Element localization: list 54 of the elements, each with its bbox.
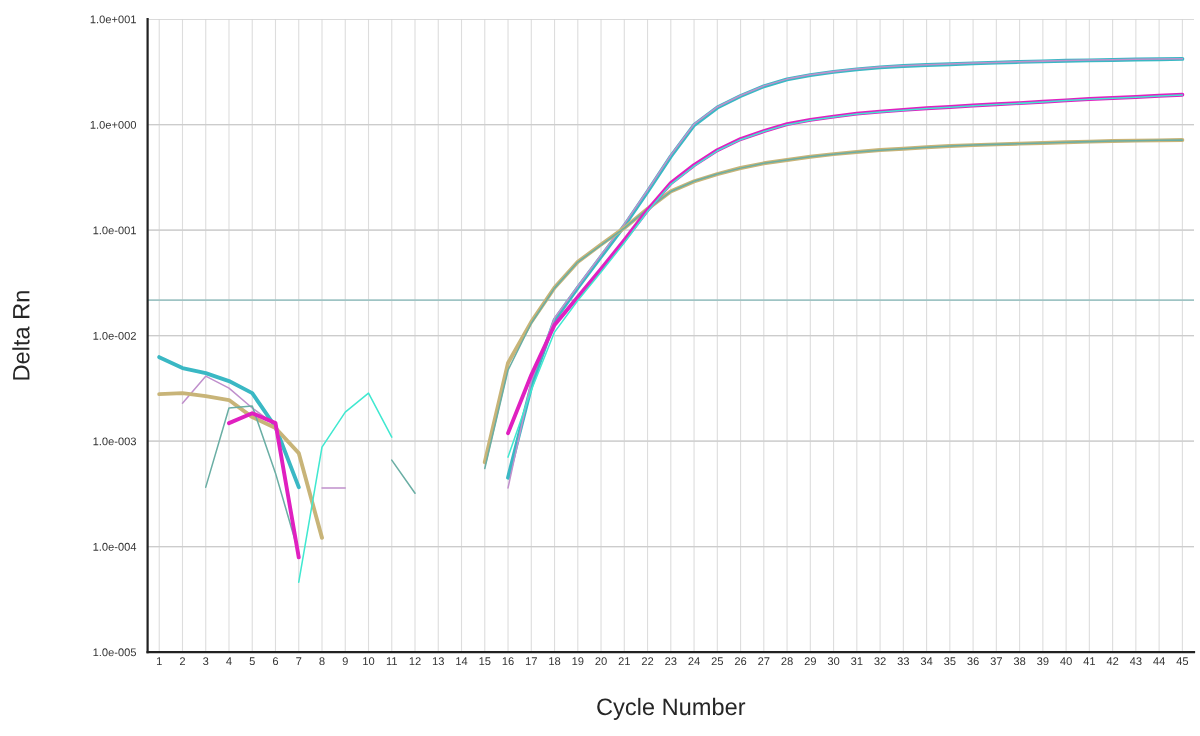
x-tick-label: 4 (226, 657, 232, 666)
x-tick-label: 10 (363, 657, 375, 666)
x-tick-label: 18 (549, 657, 561, 666)
x-tick-label: 15 (479, 657, 491, 666)
x-tick-label: 7 (296, 657, 302, 666)
x-tick-label: 33 (897, 657, 910, 666)
x-tick-label: 43 (1129, 657, 1142, 666)
y-tick-label: 1.0e-004 (93, 542, 137, 551)
x-tick-label: 41 (1083, 657, 1095, 666)
x-tick-label: 24 (688, 657, 700, 666)
x-tick-label: 21 (618, 657, 630, 666)
x-tick-label: 32 (874, 657, 886, 666)
x-tick-label: 44 (1153, 657, 1165, 666)
x-tick-label: 6 (272, 657, 279, 666)
x-tick-label: 37 (990, 657, 1002, 666)
x-tick-label: 36 (967, 657, 979, 666)
x-tick-label: 12 (409, 657, 421, 666)
x-tick-label: 25 (711, 657, 724, 666)
x-tick-label: 39 (1037, 657, 1049, 666)
y-tick-label: 1.0e-005 (93, 648, 137, 657)
y-axis-title: Delta Rn (12, 291, 30, 380)
x-tick-label: 2 (179, 657, 186, 666)
y-tick-label: 1.0e-002 (93, 331, 136, 340)
x-tick-label: 13 (432, 657, 444, 666)
x-tick-label: 23 (665, 657, 677, 666)
x-tick-label: 14 (456, 657, 468, 666)
x-tick-label: 42 (1106, 657, 1119, 666)
x-tick-label: 34 (920, 657, 933, 666)
x-tick-label: 38 (1013, 657, 1026, 666)
x-tick-label: 30 (827, 657, 840, 666)
x-tick-label: 20 (595, 657, 607, 666)
x-tick-label: 35 (944, 657, 956, 666)
x-tick-label: 19 (572, 657, 584, 666)
y-tick-label: 1.0e+000 (90, 120, 137, 129)
x-tick-label: 3 (203, 657, 209, 666)
x-tick-label: 28 (781, 657, 793, 666)
y-tick-label: 1.0e-003 (93, 437, 136, 446)
x-tick-label: 27 (758, 657, 770, 666)
x-axis-title: Cycle Number (597, 697, 746, 720)
y-tick-label: 1.0e-001 (93, 226, 136, 235)
x-tick-label: 22 (641, 657, 654, 666)
x-tick-label: 9 (342, 657, 348, 666)
x-tick-label: 26 (734, 657, 747, 666)
x-tick-label: 8 (319, 657, 325, 666)
x-tick-label: 11 (386, 657, 397, 666)
x-tick-label: 5 (249, 657, 255, 666)
y-tick-label: 1.0e+001 (90, 15, 136, 24)
x-tick-label: 1 (156, 657, 162, 666)
x-tick-label: 31 (851, 657, 863, 666)
x-tick-label: 16 (502, 657, 514, 666)
x-tick-label: 40 (1060, 657, 1072, 666)
x-tick-label: 29 (804, 657, 816, 666)
x-tick-label: 17 (525, 657, 537, 666)
x-tick-label: 45 (1176, 657, 1189, 666)
